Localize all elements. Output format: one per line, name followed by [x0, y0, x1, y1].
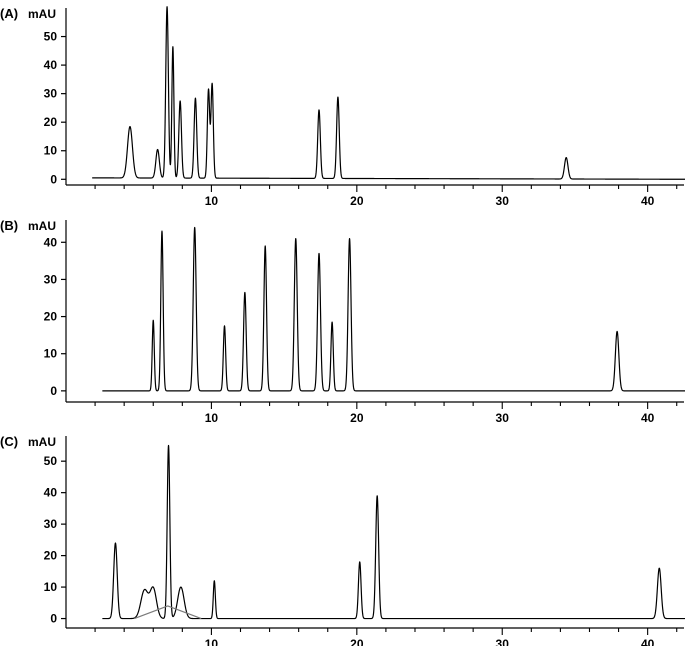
y-tick-label-b: 0	[50, 384, 57, 398]
y-tick-label-c: 30	[44, 517, 58, 531]
chromatogram-panel-a: (A) mAU 0 10 20 30 40 50 10 20 30 40	[0, 6, 685, 208]
y-tick-label-a: 0	[50, 172, 57, 186]
x-tick-label-c: 30	[496, 637, 510, 646]
y-tick-label-c: 50	[44, 454, 58, 468]
y-tick-label-b: 10	[44, 347, 58, 361]
x-tick-label-c: 10	[205, 637, 219, 646]
chromatogram-panel-c: (C) mAU 0 10 20 30 40 50 10 20 30 40	[0, 434, 685, 646]
y-tick-label-b: 40	[44, 235, 58, 249]
x-tick-label-a: 10	[205, 194, 219, 208]
x-tick-label-c: 40	[641, 637, 655, 646]
panel-label-b: (B)	[0, 218, 18, 233]
y-axis-label-b: mAU	[28, 219, 56, 233]
y-tick-label-c: 0	[50, 612, 57, 626]
chromatogram-trace-c-0	[101, 444, 685, 620]
x-tick-label-b: 40	[641, 411, 655, 425]
y-tick-label-a: 30	[44, 87, 58, 101]
y-tick-label-b: 20	[44, 310, 58, 324]
x-tick-label-a: 30	[496, 194, 510, 208]
y-tick-label-a: 10	[44, 144, 58, 158]
y-axis-label-a: mAU	[28, 7, 56, 21]
x-tick-label-b: 10	[205, 411, 219, 425]
x-tick-label-b: 30	[496, 411, 510, 425]
y-tick-label-c: 20	[44, 549, 58, 563]
chromatogram-trace-b-0	[101, 226, 685, 392]
y-tick-label-a: 40	[44, 58, 58, 72]
y-tick-label-c: 40	[44, 486, 58, 500]
y-tick-label-a: 20	[44, 115, 58, 129]
y-tick-label-a: 50	[44, 30, 58, 44]
y-tick-label-b: 30	[44, 272, 58, 286]
x-tick-label-c: 20	[350, 637, 364, 646]
y-axis-label-c: mAU	[28, 435, 56, 449]
x-tick-label-a: 40	[641, 194, 655, 208]
panel-label-a: (A)	[0, 6, 18, 21]
chromatogram-trace-c-1	[134, 605, 202, 620]
x-tick-label-a: 20	[350, 194, 364, 208]
panel-label-c: (C)	[0, 434, 18, 449]
chromatogram-trace-a-0	[91, 6, 685, 180]
y-tick-label-c: 10	[44, 580, 58, 594]
chromatogram-panel-b: (B) mAU 0 10 20 30 40 10 20 30 40	[0, 218, 685, 425]
x-tick-label-b: 20	[350, 411, 364, 425]
